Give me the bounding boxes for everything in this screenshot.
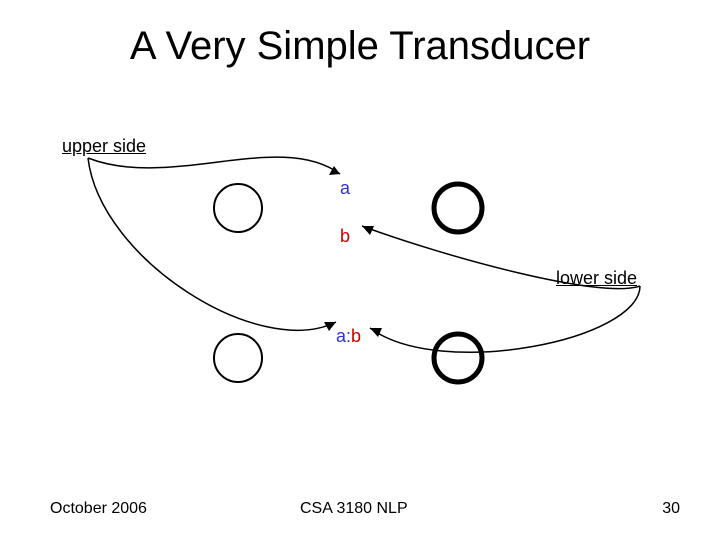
upper-node-1 xyxy=(214,184,262,232)
upper-node-2 xyxy=(434,184,482,232)
footer-center: CSA 3180 NLP xyxy=(300,500,408,518)
arrow-lower-to-ab xyxy=(370,286,640,352)
footer-right: 30 xyxy=(662,500,680,518)
slide: A Very Simple Transducer upper side lowe… xyxy=(0,0,720,540)
arrow-lower-to-b xyxy=(362,226,640,289)
footer-left: October 2006 xyxy=(50,500,147,518)
lower-node-2 xyxy=(434,334,482,382)
lower-node-1 xyxy=(214,334,262,382)
arrow-upper-to-ab xyxy=(88,158,336,331)
diagram-svg xyxy=(0,0,720,540)
arrow-upper-to-a xyxy=(88,157,340,175)
